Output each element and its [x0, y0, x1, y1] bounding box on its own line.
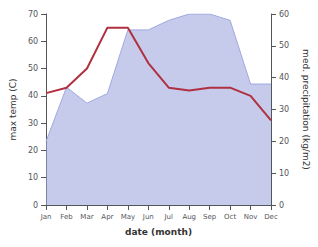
svg-text:20: 20 — [279, 137, 289, 146]
svg-text:Sep: Sep — [203, 213, 217, 221]
svg-text:60: 60 — [279, 10, 289, 19]
svg-text:10: 10 — [28, 173, 38, 182]
svg-text:Mar: Mar — [80, 213, 93, 221]
svg-text:Aug: Aug — [182, 213, 196, 221]
svg-text:10: 10 — [279, 169, 289, 178]
svg-text:30: 30 — [28, 119, 38, 128]
svg-text:Feb: Feb — [60, 213, 73, 221]
svg-text:0: 0 — [33, 201, 38, 210]
svg-text:max temp (C): max temp (C) — [8, 78, 18, 140]
svg-text:med. precipitation (kg/m2): med. precipitation (kg/m2) — [301, 49, 311, 170]
svg-text:40: 40 — [28, 91, 38, 100]
svg-text:40: 40 — [279, 73, 289, 82]
svg-text:Jul: Jul — [164, 213, 174, 221]
svg-text:20: 20 — [28, 146, 38, 155]
svg-text:Jan: Jan — [40, 213, 52, 221]
svg-text:0: 0 — [279, 201, 284, 210]
svg-text:Oct: Oct — [224, 213, 236, 221]
svg-text:date (month): date (month) — [125, 227, 192, 237]
svg-text:60: 60 — [28, 37, 38, 46]
svg-text:50: 50 — [28, 64, 38, 73]
svg-text:Nov: Nov — [244, 213, 258, 221]
svg-text:70: 70 — [28, 10, 38, 19]
svg-text:Jun: Jun — [142, 213, 154, 221]
svg-text:May: May — [121, 213, 135, 221]
svg-text:Dec: Dec — [264, 213, 278, 221]
svg-text:Apr: Apr — [101, 213, 113, 221]
svg-text:50: 50 — [279, 41, 289, 50]
svg-text:30: 30 — [279, 105, 289, 114]
